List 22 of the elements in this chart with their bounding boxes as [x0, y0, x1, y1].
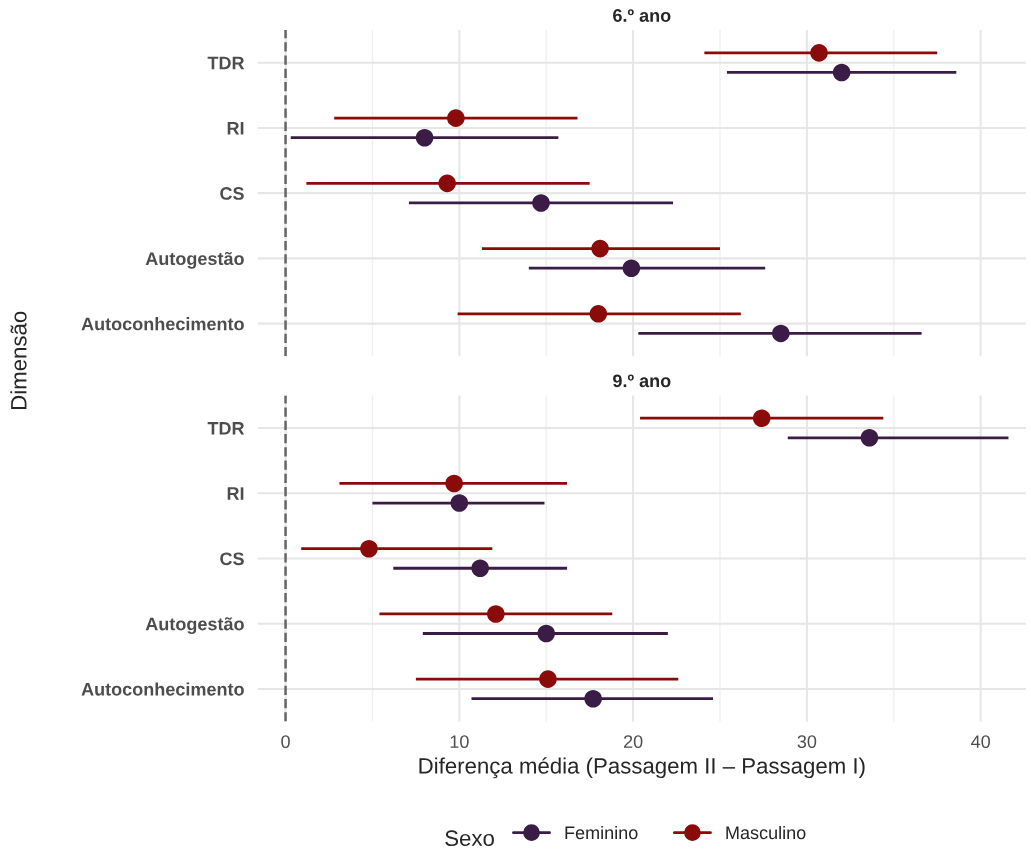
- y-tick-label: CS: [220, 552, 244, 566]
- y-tick-label: TDR: [207, 422, 245, 435]
- legend-label: Masculino: [726, 825, 806, 840]
- x-tick-label: 40: [971, 735, 990, 749]
- legend-label: Feminino: [565, 825, 638, 840]
- x-tick-label: 0: [281, 735, 290, 749]
- y-tick-label: Autoconhecimento: [81, 682, 244, 696]
- x-tick-label: 10: [450, 735, 469, 749]
- y-tick-label: Autogestão: [145, 251, 244, 269]
- y-tick-label: CS: [220, 187, 244, 200]
- x-tick-label: 30: [797, 735, 817, 749]
- y-tick-label: RI: [227, 487, 244, 500]
- y-tick-label: RI: [227, 122, 244, 135]
- y-axis-title: Dimensão: [10, 311, 27, 409]
- chart-title: 9.º ano: [613, 374, 671, 388]
- chart-title: 6.º ano: [613, 9, 671, 22]
- y-tick-label: Autogestão: [145, 617, 244, 635]
- y-tick-label: Autoconhecimento: [81, 317, 244, 331]
- y-tick-label: TDR: [207, 56, 245, 70]
- x-axis-title: Diferença média (Passagem II – Passagem I): [419, 757, 865, 779]
- legend-title: Sexo: [445, 830, 494, 847]
- x-tick-label: 20: [623, 735, 643, 749]
